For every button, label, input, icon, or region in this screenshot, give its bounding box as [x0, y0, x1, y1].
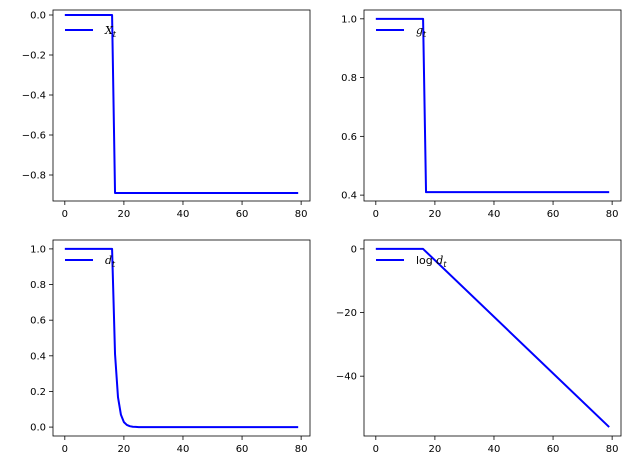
axes-frame: [52, 239, 311, 437]
x-tick-label: 0: [62, 444, 68, 455]
legend-label: gt: [416, 24, 427, 39]
x-tick-label: 20: [118, 444, 131, 455]
y-tick-label: 0.0: [30, 423, 46, 434]
y-tick-label: 1.0: [341, 14, 357, 25]
legend-label: dt: [105, 254, 116, 269]
series-line: [375, 247, 610, 428]
x-tick-label: 80: [606, 209, 619, 220]
x-tick-label: 0: [62, 209, 68, 220]
legend: dt: [65, 254, 116, 269]
x-tick-label: 80: [295, 209, 308, 220]
series-line: [64, 247, 299, 429]
y-tick-label: 0.2: [30, 387, 46, 398]
y-tick-label: 0.0: [30, 11, 46, 22]
y-tick-label: 0.6: [30, 316, 46, 327]
x-tick-label: 40: [488, 444, 501, 455]
y-tick-label: 0.8: [341, 73, 357, 84]
legend: log dt: [376, 254, 447, 269]
axes-frame: [52, 9, 311, 202]
series-line: [375, 17, 610, 194]
x-tick-label: 60: [236, 209, 249, 220]
x-tick-label: 60: [547, 444, 560, 455]
y-tick-label: −0.8: [22, 171, 46, 182]
legend-label: log dt: [416, 254, 447, 269]
y-tick-label: 1.0: [30, 244, 46, 255]
x-tick-label: 40: [177, 209, 190, 220]
x-tick-label: 60: [547, 209, 560, 220]
x-tick-label: 0: [373, 444, 379, 455]
y-tick-label: −0.4: [22, 91, 46, 102]
axes-frame: [363, 239, 622, 437]
legend: Xt: [65, 24, 117, 39]
y-tick-label: 0.4: [30, 351, 46, 362]
x-tick-label: 0: [373, 209, 379, 220]
y-tick-label: −20: [336, 308, 357, 319]
y-tick-label: 0.4: [341, 191, 357, 202]
y-tick-label: −40: [336, 372, 357, 383]
axes-frame: [363, 9, 622, 202]
x-tick-label: 40: [177, 444, 190, 455]
x-tick-label: 20: [429, 444, 442, 455]
x-tick-label: 20: [429, 209, 442, 220]
series-line: [64, 14, 299, 194]
y-tick-label: 0: [351, 244, 357, 255]
panel-g-t: 0 20 40 60 80 0.4 0.6 0.8 1.0 gt: [341, 9, 622, 220]
x-tick-label: 80: [606, 444, 619, 455]
x-tick-label: 60: [236, 444, 249, 455]
legend: gt: [376, 24, 427, 39]
x-tick-label: 40: [488, 209, 501, 220]
y-tick-label: −0.6: [22, 131, 46, 142]
legend-label: Xt: [104, 24, 117, 39]
y-tick-label: −0.2: [22, 51, 46, 62]
panel-d-t: 0 20 40 60 80 0.0 0.2 0.4 0.6 0.8 1.0 dt: [30, 239, 311, 455]
panel-log-d-t: 0 20 40 60 80 0 −20 −40 log dt: [336, 239, 622, 455]
panel-x-t: 0 20 40 60 80 0.0 −0.2 −0.4 −0.6 −0.8 Xt: [22, 9, 311, 220]
x-tick-label: 20: [118, 209, 131, 220]
y-tick-label: 0.8: [30, 280, 46, 291]
y-tick-label: 0.6: [341, 132, 357, 143]
x-tick-label: 80: [295, 444, 308, 455]
